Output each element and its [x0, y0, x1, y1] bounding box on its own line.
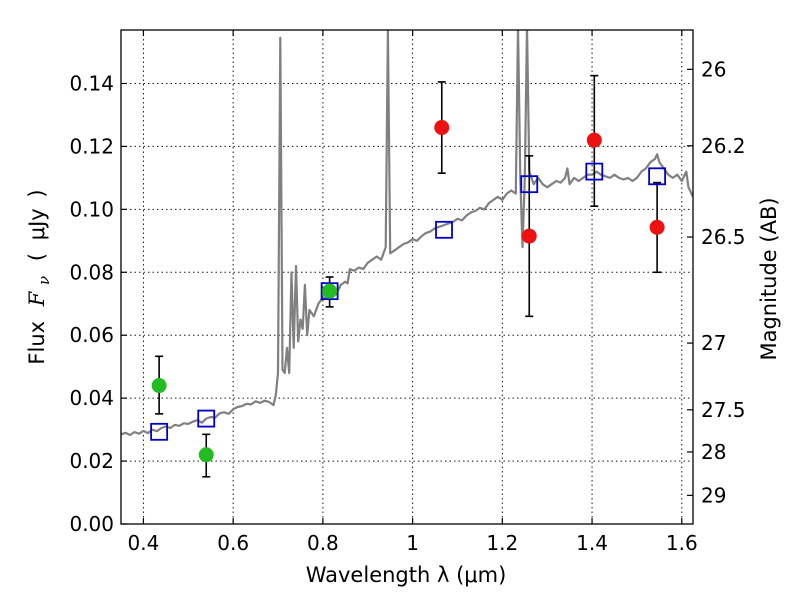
open-square-marker	[520, 175, 539, 194]
y-axis-label: Flux F ν ( μJy )	[25, 189, 54, 364]
x-tick-label: 0.6	[217, 531, 249, 555]
y-label-flux: Flux	[25, 321, 49, 365]
model-spectrum	[121, 30, 693, 437]
y-label-symbol: F	[25, 290, 49, 307]
open-square-marker	[320, 282, 339, 301]
magnitude-axis-label: Magnitude (AB)	[757, 197, 781, 360]
magnitude-tick-label: 26	[701, 57, 726, 81]
magnitude-tick-label: 29	[701, 483, 726, 507]
filled-circle-marker	[521, 228, 537, 244]
x-axis-label: Wavelength λ (μm)	[306, 563, 507, 587]
filled-circle-marker	[586, 132, 602, 148]
magnitude-tick-label: 28	[701, 440, 726, 464]
y-tick-label: 0.04	[69, 386, 114, 410]
spectrum-line	[121, 30, 693, 437]
y-tick-label: 0.10	[69, 197, 114, 221]
data-points	[150, 120, 667, 463]
y-tick-label: 0.12	[69, 134, 114, 158]
y-tick-label: 0.06	[69, 323, 114, 347]
x-tick-label: 1.4	[576, 531, 608, 555]
magnitude-tick-label: 26.5	[701, 225, 746, 249]
filled-circle-marker	[198, 447, 214, 463]
magnitude-axis-ticks: 26 26.2 26.5 27 27.5 28 29	[687, 57, 746, 507]
error-bars	[155, 74, 662, 478]
x-axis-ticks: 0.4 0.6 0.8 1 1.2 1.4 1.6	[128, 30, 698, 555]
y-axis-ticks: 0.00 0.02 0.04 0.06 0.08 0.10 0.12 0.14	[69, 71, 127, 536]
y-label-unit: μJy	[25, 208, 49, 240]
y-label-paren-open: (	[25, 253, 49, 261]
magnitude-tick-label: 27	[701, 331, 726, 355]
magnitude-tick-label: 27.5	[701, 398, 746, 422]
y-tick-label: 0.00	[69, 512, 114, 536]
y-tick-label: 0.14	[69, 71, 114, 95]
filled-circle-marker	[151, 378, 167, 394]
x-tick-label: 0.4	[128, 531, 160, 555]
plot-frame	[120, 29, 694, 525]
y-tick-label: 0.08	[69, 260, 114, 284]
x-tick-label: 1.6	[666, 531, 698, 555]
x-tick-label: 1	[406, 531, 419, 555]
open-square-marker	[150, 422, 169, 441]
open-square-marker	[648, 167, 667, 186]
y-tick-label: 0.02	[69, 449, 114, 473]
grid-lines	[121, 30, 693, 524]
y-label-subscript: ν	[35, 276, 53, 285]
open-square-marker	[585, 162, 604, 181]
filled-circle-marker	[649, 219, 665, 235]
x-tick-label: 1.2	[486, 531, 518, 555]
x-tick-label: 0.8	[307, 531, 339, 555]
y-label-paren-close: )	[25, 189, 49, 197]
filled-circle-marker	[322, 283, 338, 299]
magnitude-tick-label: 26.2	[701, 134, 746, 158]
open-square-marker	[197, 409, 216, 428]
open-square-marker	[435, 220, 453, 239]
filled-circle-marker	[434, 120, 450, 136]
